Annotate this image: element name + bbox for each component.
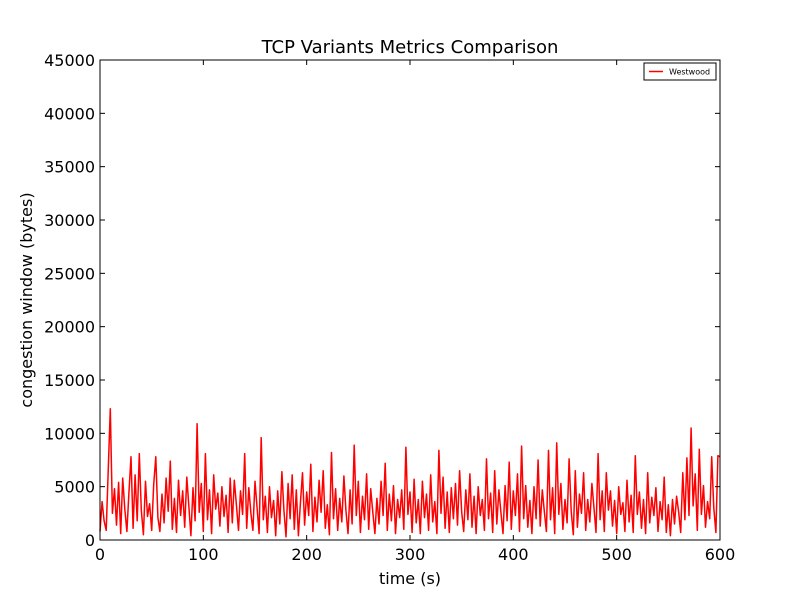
y-tick-label: 10000 xyxy=(44,424,95,443)
x-tick-label: 600 xyxy=(705,545,736,564)
x-tick-label: 100 xyxy=(188,545,219,564)
y-tick-label: 35000 xyxy=(44,158,95,177)
y-tick-label: 0 xyxy=(85,531,95,550)
legend-box xyxy=(643,62,717,81)
y-axis-label: congestion window (bytes) xyxy=(17,192,36,407)
x-tick-label: 300 xyxy=(395,545,426,564)
legend: Westwood xyxy=(643,62,717,81)
series-layer xyxy=(99,408,721,538)
x-tick-label: 400 xyxy=(498,545,529,564)
x-tick-label: 0 xyxy=(95,545,105,564)
y-tick-label: 5000 xyxy=(54,478,95,497)
axes-layer: 0 100 200 300 400 500 600 0 5000 10000 15000 20000 2… xyxy=(44,51,735,564)
y-tick-label: 25000 xyxy=(44,264,95,283)
y-tick-label: 20000 xyxy=(44,318,95,337)
y-tick-label: 15000 xyxy=(44,371,95,390)
x-tick-label: 200 xyxy=(291,545,322,564)
legend-label: Westwood xyxy=(669,68,710,77)
plot-frame xyxy=(99,59,721,541)
y-tick-label: 45000 xyxy=(44,51,95,70)
chart-title: TCP Variants Metrics Comparison xyxy=(261,37,559,58)
y-tick-label: 30000 xyxy=(44,211,95,230)
x-tick-label: 500 xyxy=(601,545,632,564)
x-axis-label: time (s) xyxy=(379,569,441,588)
y-tick-label: 40000 xyxy=(44,104,95,123)
series-line-westwood xyxy=(99,408,721,538)
